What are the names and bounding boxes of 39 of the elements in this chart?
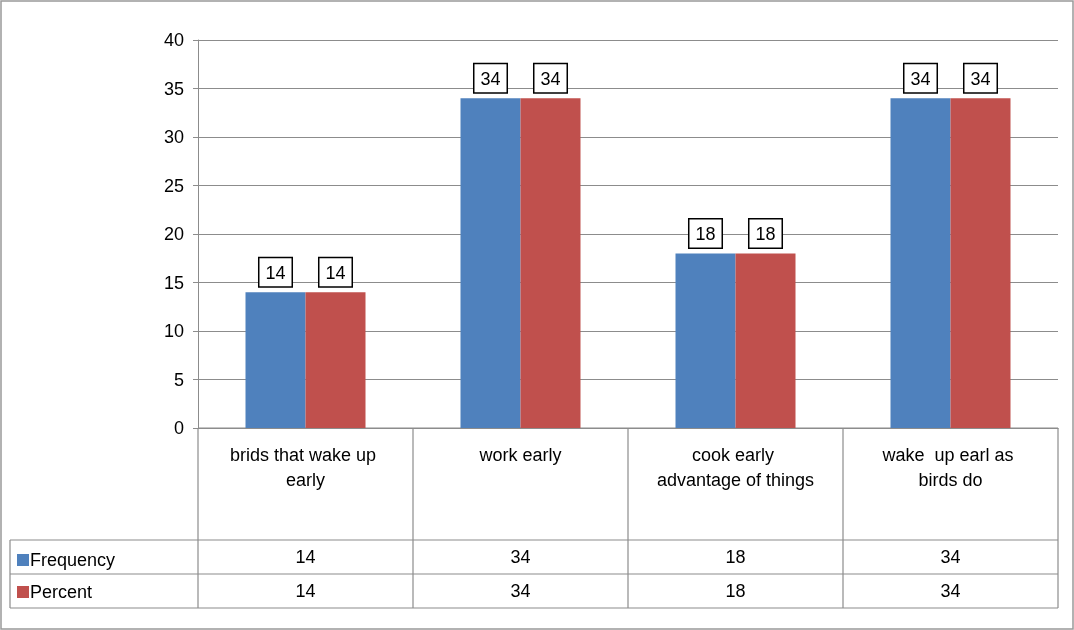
y-tick-label: 25 — [163, 175, 184, 196]
y-tick-label: 5 — [173, 369, 184, 390]
text: 34 — [540, 69, 561, 90]
bar — [675, 253, 736, 428]
x-tick-label: work early — [478, 444, 562, 465]
data-label: 34 — [510, 581, 531, 601]
text: 14 — [265, 263, 286, 284]
bar — [950, 98, 1011, 428]
text: 14 — [325, 263, 346, 284]
text: 18 — [755, 224, 776, 245]
bar — [520, 98, 581, 428]
legend-label: Frequency — [30, 550, 116, 570]
data-label: 34 — [940, 581, 961, 601]
data-label: 34 — [510, 547, 531, 567]
y-tick-label: 30 — [163, 127, 184, 147]
text: 34 — [970, 69, 991, 90]
data-label: 34 — [940, 547, 961, 567]
x-tick-label: brids that wake up early — [229, 444, 382, 490]
bar — [735, 253, 796, 428]
data-label: 14 — [295, 547, 316, 567]
data-label: 18 — [725, 547, 746, 567]
bar — [305, 292, 366, 428]
bar — [460, 98, 521, 428]
x-tick-label: wake up earl as birds do — [881, 444, 1019, 490]
text: 34 — [910, 69, 931, 90]
data-label: 14 — [295, 581, 316, 601]
y-tick-label: 20 — [163, 224, 184, 244]
y-tick-label: 35 — [163, 78, 184, 99]
text: 18 — [695, 224, 716, 245]
y-tick-label: 40 — [163, 30, 184, 50]
x-tick-label: cook early advantage of things — [656, 444, 815, 490]
y-tick-label: 10 — [163, 321, 184, 341]
data-label: 18 — [725, 581, 746, 601]
bar — [245, 292, 306, 428]
text: 34 — [480, 69, 501, 90]
bar — [890, 98, 951, 428]
y-tick-label: 0 — [173, 418, 184, 438]
y-tick-label: 15 — [163, 272, 184, 293]
legend-label: Percent — [30, 582, 93, 602]
